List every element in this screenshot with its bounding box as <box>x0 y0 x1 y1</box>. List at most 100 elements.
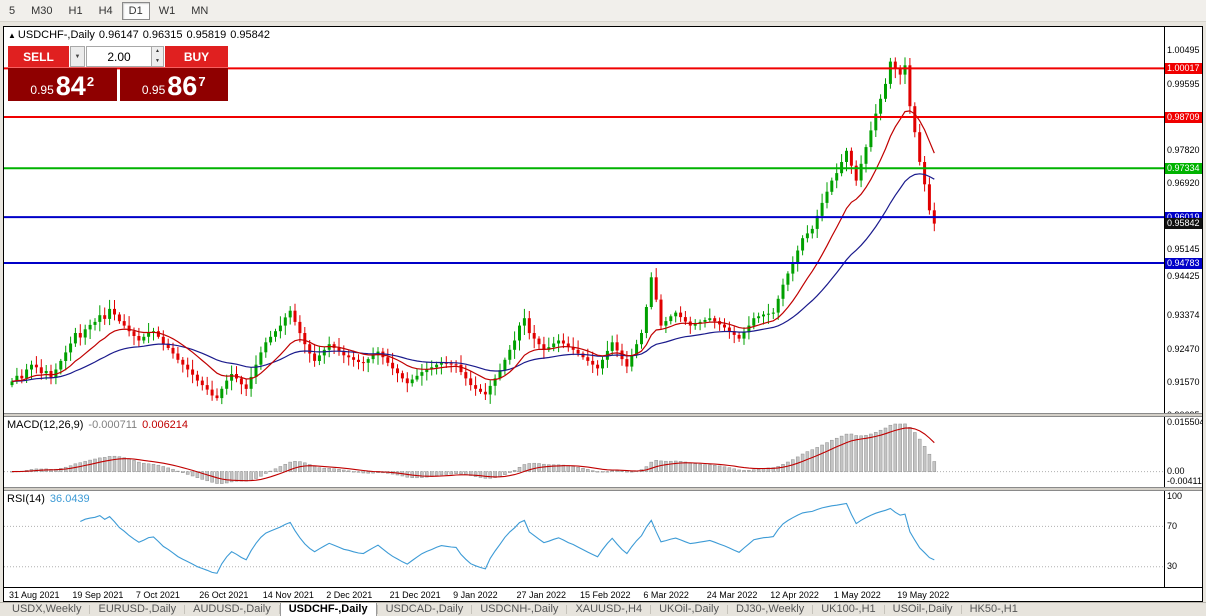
chevron-down-icon: ▼ <box>74 53 81 60</box>
level-price-label: 0.97334 <box>1165 162 1202 174</box>
rsi-pane: RSI(14) 36.0439 100 70 30 <box>4 491 1202 587</box>
date-label: 15 Feb 2022 <box>580 590 631 600</box>
rsi-scale-label: 30 <box>1167 561 1178 572</box>
macd-canvas <box>4 423 1164 484</box>
rsi-name: RSI(14) <box>7 493 45 505</box>
macd-name: MACD(12,26,9) <box>7 419 84 431</box>
date-label: 21 Dec 2021 <box>389 590 441 600</box>
sell-price-big: 84 <box>55 71 86 101</box>
buy-button[interactable]: BUY <box>165 46 228 67</box>
chart-window: ▲ USDCHF-,Daily 0.96147 0.96315 0.95819 0.958… <box>3 26 1203 602</box>
timeframe-button-w1[interactable]: W1 <box>158 4 176 17</box>
date-label: 7 Oct 2021 <box>135 590 180 600</box>
chart-tab-eurusd-daily[interactable]: EURUSD-,Daily <box>98 603 177 615</box>
timeframe-button-h4[interactable]: H4 <box>98 4 113 17</box>
one-click-trading-widget: SELL ▼ 2.00 ▲ ▼ BUY 0.95 8 <box>8 46 228 101</box>
macd-value: -0.000711 <box>88 419 138 431</box>
chart-title: ▲ USDCHF-,Daily 0.96147 0.96315 0.95819 0.958… <box>8 29 270 41</box>
buy-price-display[interactable]: 0.95 86 7 <box>119 68 228 101</box>
sell-price-pip: 2 <box>86 74 95 89</box>
price-scale-label: 0.95145 <box>1167 244 1200 255</box>
tab-separator <box>376 605 378 614</box>
ohlc-low: 0.95819 <box>186 29 227 41</box>
price-scale-label: 0.94425 <box>1167 270 1200 281</box>
buy-price-pip: 7 <box>198 74 206 89</box>
rsi-plot[interactable]: RSI(14) 36.0439 <box>4 491 1164 587</box>
sell-price-prefix: 0.95 <box>30 83 54 97</box>
level-price-label: 0.98709 <box>1165 111 1202 123</box>
volume-field[interactable]: 2.00 ▲ ▼ <box>86 46 164 67</box>
chart-tab-audusd-daily[interactable]: AUDUSD-,Daily <box>193 603 271 615</box>
macd-scale[interactable]: 0.015504 0.00-0.004118 <box>1164 417 1202 487</box>
sell-button[interactable]: SELL <box>8 46 69 67</box>
date-label: 9 Jan 2022 <box>453 590 498 600</box>
price-plot[interactable]: ▲ USDCHF-,Daily 0.96147 0.96315 0.95819 0.958… <box>4 27 1164 413</box>
date-label: 24 Mar 2022 <box>706 590 758 600</box>
timeframe-toolbar: 5 M30 H1 H4 D1 W1 MN <box>0 0 1206 22</box>
macd-scale-label: 0.015504 <box>1167 417 1202 427</box>
rsi-scale[interactable]: 100 70 30 <box>1164 491 1202 587</box>
price-scale-label: 1.00495 <box>1167 45 1200 56</box>
chart-tab-usdchf-daily[interactable]: USDCHF-,Daily <box>279 603 377 616</box>
ohlc-open: 0.96147 <box>98 29 139 41</box>
ohlc-high: 0.96315 <box>142 29 183 41</box>
price-scale-label: 0.99595 <box>1167 78 1200 89</box>
tab-separator <box>471 605 473 614</box>
sell-price-display[interactable]: 0.95 84 2 <box>8 68 117 101</box>
timeframe-button-h1[interactable]: H1 <box>68 4 83 17</box>
ohlc-close: 0.95842 <box>230 29 270 41</box>
rsi-value: 36.0439 <box>49 493 90 505</box>
price-scale[interactable]: 1.00495 1.00017 0.99595 0.98709 0.97820 0.973… <box>1164 27 1202 413</box>
chart-tab-uk100-h1[interactable]: UK100-,H1 <box>821 603 876 615</box>
timeframe-button-mn[interactable]: MN <box>191 4 209 17</box>
chart-tab-ukoil-daily[interactable]: UKOil-,Daily <box>659 603 719 615</box>
volume-value: 2.00 <box>107 49 131 64</box>
collapse-arrow-icon[interactable]: ▲ <box>8 31 16 40</box>
date-label: 6 Mar 2022 <box>643 590 689 600</box>
buy-price-prefix: 0.95 <box>141 83 166 97</box>
rsi-scale-label: 70 <box>1167 520 1178 531</box>
order-options-dropdown-button[interactable]: ▼ <box>70 46 85 67</box>
price-pane: ▲ USDCHF-,Daily 0.96147 0.96315 0.95819 0.958… <box>4 27 1202 413</box>
window-separator[interactable] <box>4 413 1202 417</box>
chart-tab-dj30-weekly[interactable]: DJ30-,Weekly <box>735 603 805 615</box>
tab-separator <box>278 605 280 614</box>
tab-separator <box>883 605 885 614</box>
chart-tab-usdcnh-daily[interactable]: USDCNH-,Daily <box>480 603 559 615</box>
volume-spinner: ▲ ▼ <box>151 47 163 66</box>
rsi-canvas <box>4 502 1164 574</box>
price-scale-label: 0.92470 <box>1167 343 1200 354</box>
volume-decrease-button[interactable]: ▼ <box>152 56 163 66</box>
date-label: 2 Dec 2021 <box>326 590 373 600</box>
chart-tab-usoil-daily[interactable]: USOil-,Daily <box>892 603 953 615</box>
date-label: 26 Oct 2021 <box>199 590 249 600</box>
timeframe-button-m30[interactable]: M30 <box>31 4 53 17</box>
macd-scale-label: 0.00 <box>1167 466 1185 477</box>
date-label: 14 Nov 2021 <box>262 590 314 600</box>
chart-tab-usdcad-daily[interactable]: USDCAD-,Daily <box>385 603 464 615</box>
date-label: 12 Apr 2022 <box>770 590 819 600</box>
price-scale-label: 0.90695 <box>1165 410 1202 414</box>
rsi-scale-label: 100 <box>1167 491 1183 501</box>
date-label: 27 Jan 2022 <box>516 590 567 600</box>
date-label: 19 Sep 2021 <box>72 590 124 600</box>
buy-price-big: 86 <box>167 71 198 101</box>
chart-tab-xauusd-h4[interactable]: XAUUSD-,H4 <box>575 603 643 615</box>
window-separator[interactable] <box>4 487 1202 491</box>
rsi-label: RSI(14) 36.0439 <box>7 493 90 505</box>
price-scale-label: 0.93374 <box>1167 309 1200 320</box>
price-scale-label: 0.97820 <box>1167 144 1200 155</box>
timeframe-button-5[interactable]: 5 <box>9 4 16 17</box>
tab-separator <box>89 605 91 614</box>
trade-prices-row: 0.95 84 2 0.95 86 7 <box>8 68 228 101</box>
date-label: 1 May 2022 <box>833 590 881 600</box>
macd-plot[interactable]: MACD(12,26,9) -0.000711 0.006214 <box>4 417 1164 487</box>
timeframe-button-d1[interactable]: D1 <box>121 1 150 20</box>
level-price-label: 0.94783 <box>1165 257 1202 269</box>
symbol-period-label: USDCHF-,Daily <box>17 29 95 41</box>
chart-tab-usdx-weekly[interactable]: USDX,Weekly <box>12 603 82 615</box>
volume-increase-button[interactable]: ▲ <box>152 47 163 57</box>
time-scale[interactable]: 31 Aug 2021 19 Sep 2021 7 Oct 2021 26 Oct 2… <box>4 587 1202 601</box>
chart-tab-hk50-h1[interactable]: HK50-,H1 <box>969 603 1018 615</box>
chart-tab-bar: USDX,Weekly EURUSD-,Daily AUDUSD-,Daily USD… <box>0 602 1206 616</box>
